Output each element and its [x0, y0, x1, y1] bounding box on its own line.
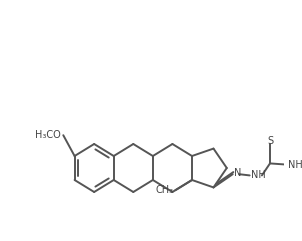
- Text: NH: NH: [251, 170, 265, 181]
- Text: NH: NH: [288, 160, 302, 170]
- Text: S: S: [267, 136, 273, 146]
- Text: H₃CO: H₃CO: [35, 130, 60, 140]
- Text: CH₃: CH₃: [155, 185, 173, 195]
- Text: N: N: [234, 168, 241, 178]
